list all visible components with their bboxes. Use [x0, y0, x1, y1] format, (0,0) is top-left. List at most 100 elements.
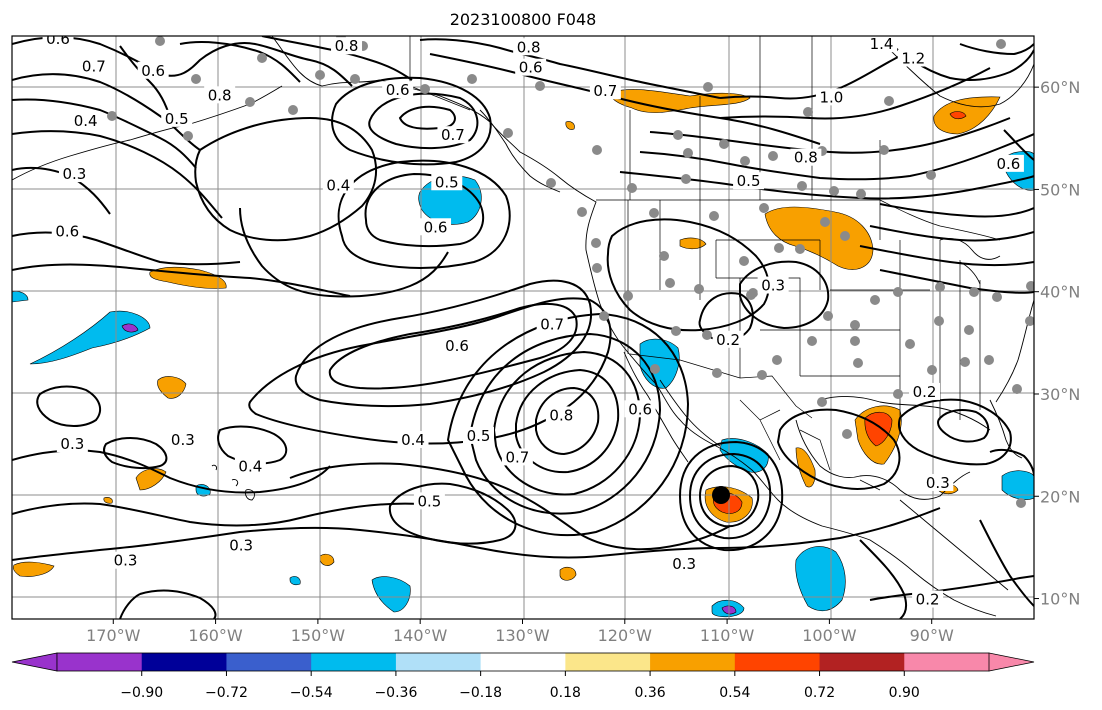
contour-line	[194, 116, 378, 242]
station-marker	[926, 170, 936, 180]
contour-label: 0.4	[326, 176, 350, 194]
map-frame	[11, 35, 1035, 620]
colorbar-swatch	[904, 653, 990, 671]
station-marker	[774, 243, 784, 253]
contour-line	[364, 172, 485, 248]
contour-label: 0.4	[401, 431, 425, 449]
contour-label-bg	[51, 222, 83, 240]
shade-blue-small-1	[12, 291, 29, 303]
shade-orange-small-5	[103, 497, 113, 504]
contour-label-bg	[110, 551, 142, 569]
contour-label-bg	[912, 590, 944, 608]
contour-label-bg	[441, 336, 473, 354]
contour-line	[879, 203, 1034, 218]
colorbar-tick-label: −0.90	[120, 685, 163, 701]
lon-tick-label: 150°W	[291, 626, 346, 645]
contour-label-bg	[420, 218, 452, 236]
colorbar-extend-min	[11, 652, 58, 672]
map-panel: 0.6 0.7 0.6 0.8 0.8 0.8 0.6 0.6 0.5 0.4 0.3 0.6 0.4 0…	[11, 30, 1035, 620]
contour-label: 0.3	[114, 552, 138, 570]
contour-label: 0.4	[74, 112, 98, 130]
contour-line	[859, 245, 1034, 266]
contour-label: 1.4	[870, 35, 894, 53]
station-marker	[797, 181, 807, 191]
station-marker	[1025, 316, 1034, 326]
colorbar-swatch	[57, 653, 143, 671]
contour-line	[331, 76, 492, 166]
lon-tick-label: 160°W	[188, 626, 243, 645]
contour-label-bg	[589, 82, 621, 100]
contour-line	[1003, 129, 1034, 161]
contour-label-bg	[897, 49, 929, 67]
station-marker	[803, 107, 813, 117]
contour-label: 0.3	[761, 277, 785, 295]
lon-tick-label: 170°W	[86, 626, 141, 645]
contour-label: 0.5	[467, 427, 491, 445]
station-marker	[650, 364, 660, 374]
coast-florida	[989, 399, 1023, 459]
contour-label-bg	[431, 173, 463, 191]
station-marker	[681, 174, 691, 184]
contour-label-bg	[161, 109, 193, 127]
shade-blue-california	[639, 338, 680, 389]
shade-orange-pacific-4	[12, 561, 55, 577]
contour-label-bg	[513, 38, 545, 56]
contour-label-bg	[790, 148, 822, 166]
contour-line	[446, 312, 690, 537]
station-marker	[905, 339, 915, 349]
colorbar-tick-label: −0.18	[459, 685, 502, 701]
station-marker	[665, 278, 675, 288]
station-marker	[893, 287, 903, 297]
contour-label: 0.3	[229, 536, 253, 554]
station-marker	[592, 145, 602, 155]
station-marker	[870, 295, 880, 305]
contour-line	[688, 452, 772, 540]
lat-tick-label: 40°N	[1040, 283, 1080, 302]
station-marker	[856, 189, 866, 199]
station-marker	[599, 311, 609, 321]
contour-line	[12, 73, 201, 151]
contour-label: 0.2	[716, 331, 740, 349]
contour-label: 0.2	[916, 591, 940, 609]
contour-label: 0.6	[46, 30, 70, 48]
shade-orange-small-1	[559, 566, 577, 581]
station-marker	[759, 203, 769, 213]
colorbar: −0.90 −0.72 −0.54 −0.36 −0.18 0.18 0.36 0.54 0.7…	[11, 652, 1035, 701]
station-marker	[1026, 281, 1034, 291]
station-marker	[927, 365, 937, 375]
contour-line	[398, 105, 456, 130]
colorbar-extend-max	[988, 652, 1035, 672]
contour-label: 0.5	[737, 172, 761, 190]
contour-label: 0.5	[435, 173, 459, 191]
contour-line	[119, 45, 171, 119]
shade-blue-small-3	[289, 576, 301, 586]
contour-label-bg	[42, 36, 74, 48]
contour-label: 0.3	[60, 435, 84, 453]
station-marker	[155, 36, 165, 46]
station-marker	[288, 105, 298, 115]
station-marker	[850, 336, 860, 346]
station-marker	[702, 330, 712, 340]
contour-label: 0.3	[926, 474, 950, 492]
station-marker	[703, 82, 713, 92]
contour-label: 0.8	[517, 38, 541, 56]
contour-label-bg	[733, 172, 765, 190]
contour-label-bg	[757, 276, 789, 294]
station-marker	[535, 81, 545, 91]
lon-tick-label: 140°W	[393, 626, 448, 645]
station-marker	[671, 326, 681, 336]
contour-label: 0.6	[519, 59, 543, 77]
contour-line	[959, 43, 1034, 56]
station-marker	[884, 96, 894, 106]
contour-label: 0.5	[165, 110, 189, 128]
lat-tick-label: 10°N	[1040, 590, 1080, 609]
contour-labels: 0.6 0.7 0.6 0.8 0.8 0.8 0.6 0.6 0.5 0.4 0.3 0.6 0.4 0…	[42, 30, 1024, 609]
contour-label: 0.7	[441, 126, 465, 144]
contour-line	[606, 218, 770, 332]
shade-orange-small-2	[319, 553, 335, 566]
lon-tick-label: 90°W	[910, 626, 954, 645]
contour-line	[719, 55, 901, 100]
station-marker	[807, 336, 817, 346]
station-marker	[659, 251, 669, 261]
